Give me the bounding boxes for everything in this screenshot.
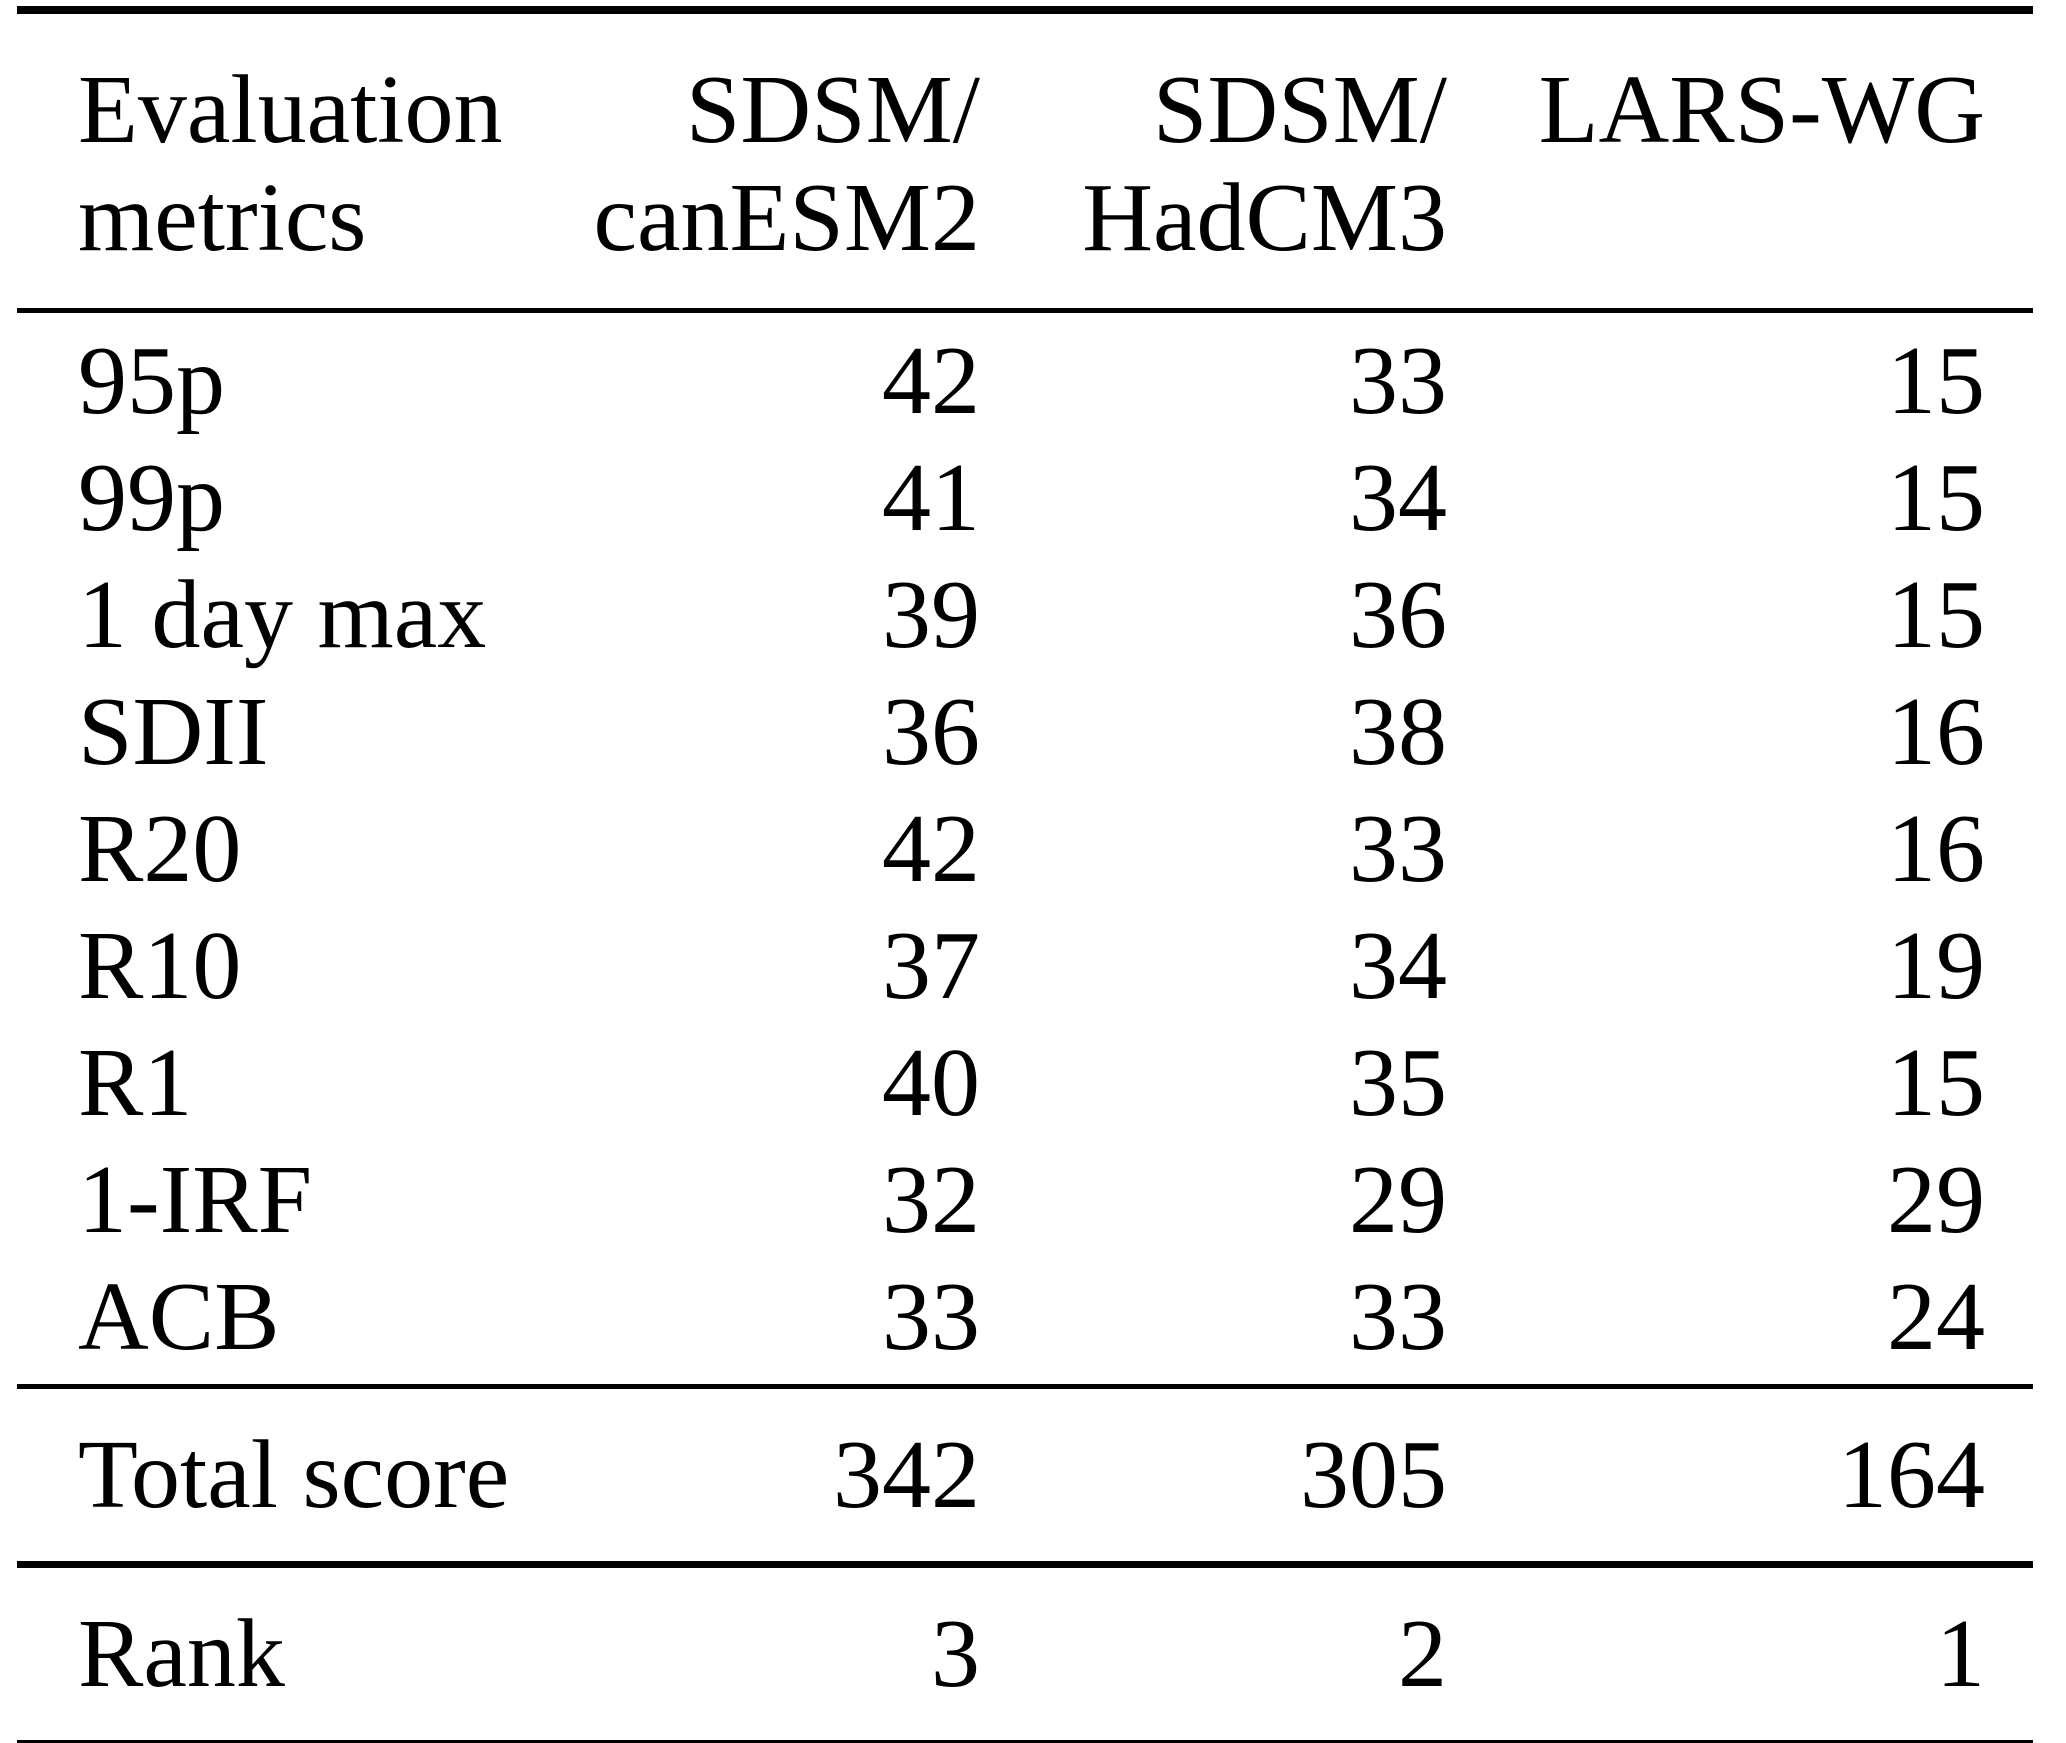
rank-sdsm-canesm2: 3 <box>931 1600 980 1708</box>
table-row: 99p 41 34 15 <box>17 440 2033 557</box>
table-row: R10 37 34 19 <box>17 908 2033 1025</box>
header-sdsm-hadcm3-line1: SDSM/ <box>1152 56 1447 164</box>
value-sdsm-hadcm3: 33 <box>1349 327 1447 435</box>
header-sdsm-hadcm3-line2: HadCM3 <box>1082 164 1447 272</box>
value-sdsm-canesm2: 39 <box>882 561 980 669</box>
value-sdsm-canesm2: 33 <box>882 1263 980 1371</box>
header-evaluation-metrics-line2: metrics <box>78 164 367 272</box>
table-rank-section: Rank 3 2 1 <box>17 1564 2033 1743</box>
value-lars-wg: 15 <box>1887 561 1985 669</box>
table-row: 1 day max 39 36 15 <box>17 557 2033 674</box>
metric-label: 99p <box>78 444 225 552</box>
header-evaluation-metrics: Evaluation metrics <box>17 10 522 311</box>
metric-label: R10 <box>78 912 242 1020</box>
value-sdsm-canesm2: 32 <box>882 1146 980 1254</box>
metric-label: SDII <box>78 678 269 786</box>
value-lars-wg: 15 <box>1887 327 1985 435</box>
header-lars-wg: LARS-WG <box>1447 10 2033 311</box>
evaluation-results-table: Evaluation metrics SDSM/ canESM2 SDSM/ H… <box>17 6 2033 1743</box>
total-score-label: Total score <box>78 1421 510 1529</box>
value-sdsm-canesm2: 42 <box>882 327 980 435</box>
value-sdsm-hadcm3: 29 <box>1349 1146 1447 1254</box>
value-sdsm-canesm2: 42 <box>882 795 980 903</box>
table-row: SDII 36 38 16 <box>17 674 2033 791</box>
value-sdsm-hadcm3: 38 <box>1349 678 1447 786</box>
total-score-lars-wg: 164 <box>1838 1421 1985 1529</box>
total-score-row: Total score 342 305 164 <box>17 1387 2033 1565</box>
value-sdsm-canesm2: 40 <box>882 1029 980 1137</box>
metric-label: ACB <box>78 1263 280 1371</box>
value-sdsm-hadcm3: 33 <box>1349 795 1447 903</box>
rank-row: Rank 3 2 1 <box>17 1565 2033 1743</box>
rank-sdsm-hadcm3: 2 <box>1398 1600 1447 1708</box>
value-sdsm-hadcm3: 35 <box>1349 1029 1447 1137</box>
value-lars-wg: 16 <box>1887 795 1985 903</box>
header-lars-wg-line1: LARS-WG <box>1538 56 1985 164</box>
value-sdsm-hadcm3: 34 <box>1349 912 1447 1020</box>
value-sdsm-hadcm3: 34 <box>1349 444 1447 552</box>
rank-label: Rank <box>78 1600 285 1708</box>
table-row: R20 42 33 16 <box>17 791 2033 908</box>
value-sdsm-hadcm3: 36 <box>1349 561 1447 669</box>
table-row: 95p 42 33 15 <box>17 311 2033 441</box>
value-lars-wg: 24 <box>1887 1263 1985 1371</box>
total-score-sdsm-canesm2: 342 <box>833 1421 980 1529</box>
value-sdsm-canesm2: 36 <box>882 678 980 786</box>
header-sdsm-hadcm3: SDSM/ HadCM3 <box>980 10 1447 311</box>
header-sdsm-canesm2: SDSM/ canESM2 <box>522 10 981 311</box>
value-sdsm-canesm2: 37 <box>882 912 980 1020</box>
table-body-metrics: 95p 42 33 15 99p 41 34 15 1 day max 39 3… <box>17 311 2033 1387</box>
header-sdsm-canesm2-line2: canESM2 <box>593 164 981 272</box>
metric-label: 1 day max <box>78 561 487 669</box>
table-row: R1 40 35 15 <box>17 1025 2033 1142</box>
value-lars-wg: 16 <box>1887 678 1985 786</box>
metric-label: R20 <box>78 795 242 903</box>
value-lars-wg: 15 <box>1887 444 1985 552</box>
table-row: ACB 33 33 24 <box>17 1259 2033 1387</box>
value-lars-wg: 15 <box>1887 1029 1985 1137</box>
value-lars-wg: 19 <box>1887 912 1985 1020</box>
value-lars-wg: 29 <box>1887 1146 1985 1254</box>
table-header: Evaluation metrics SDSM/ canESM2 SDSM/ H… <box>17 10 2033 311</box>
table-wrap: Evaluation metrics SDSM/ canESM2 SDSM/ H… <box>17 6 2033 1743</box>
table-total-section: Total score 342 305 164 <box>17 1386 2033 1565</box>
metric-label: 95p <box>78 327 225 435</box>
metric-label: 1-IRF <box>78 1146 313 1254</box>
table-row: 1-IRF 32 29 29 <box>17 1142 2033 1259</box>
metric-label: R1 <box>78 1029 193 1137</box>
value-sdsm-hadcm3: 33 <box>1349 1263 1447 1371</box>
header-evaluation-metrics-line1: Evaluation <box>78 56 503 164</box>
total-score-sdsm-hadcm3: 305 <box>1300 1421 1447 1529</box>
rank-lars-wg: 1 <box>1936 1600 1985 1708</box>
header-row: Evaluation metrics SDSM/ canESM2 SDSM/ H… <box>17 10 2033 311</box>
header-sdsm-canesm2-line1: SDSM/ <box>685 56 980 164</box>
value-sdsm-canesm2: 41 <box>882 444 980 552</box>
